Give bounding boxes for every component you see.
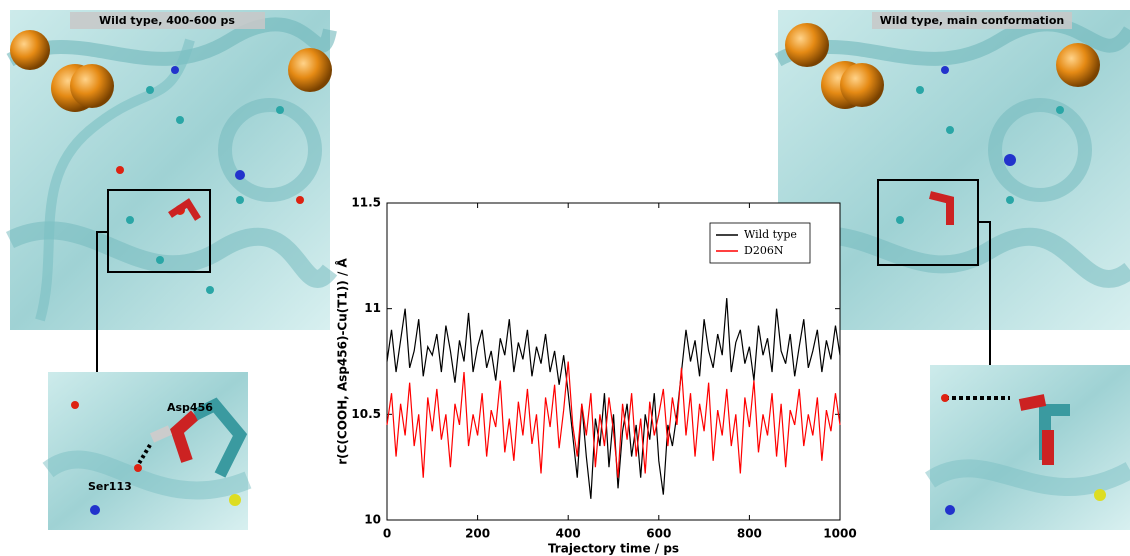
y-tick-label: 11.5 (351, 196, 381, 210)
y-axis-label: r(C(COOH, Asp456)-Cu(T1)) / Å (335, 257, 350, 464)
data-line (386, 361, 841, 478)
x-tick-label: 200 (465, 527, 490, 541)
legend-label: Wild type (744, 228, 797, 241)
y-tick-label: 11 (364, 301, 381, 315)
legend-label: D206N (744, 244, 784, 257)
data-line (386, 298, 841, 499)
x-tick-label: 800 (737, 527, 762, 541)
inset-label: Ser113 (88, 480, 132, 493)
left-inset: Asp456 Ser113 (42, 372, 252, 530)
legend-box (709, 222, 811, 264)
inset-label: Asp456 (167, 401, 213, 414)
x-tick-label: 600 (646, 527, 671, 541)
y-tick-label: 10 (364, 513, 381, 527)
left-structure: Wild type, 400-600 ps (5, 10, 338, 372)
x-tick-label: 0 (383, 527, 391, 541)
panel-title: Wild type, 400-600 ps (99, 14, 235, 27)
x-tick-label: 1000 (823, 527, 856, 541)
y-tick-label: 10.5 (351, 407, 381, 421)
panel-title: Wild type, main conformation (880, 14, 1064, 27)
x-axis-label: Trajectory time / ps (548, 542, 679, 556)
right-inset (925, 365, 1130, 530)
x-tick-label: 400 (556, 527, 581, 541)
